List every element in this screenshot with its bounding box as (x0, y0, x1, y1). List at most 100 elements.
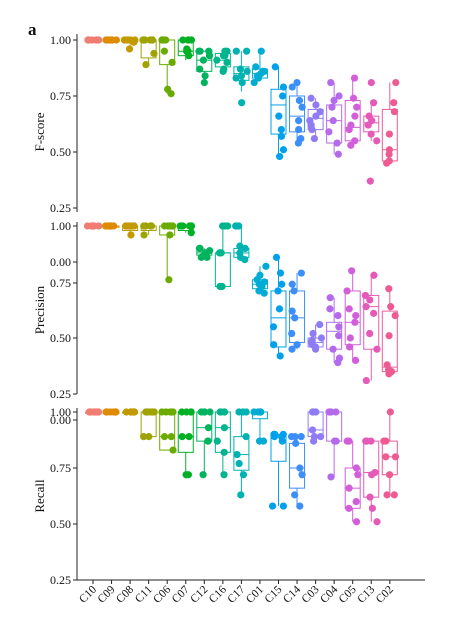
data-point (254, 408, 262, 416)
data-point (104, 36, 112, 44)
data-point (287, 433, 296, 441)
data-point (238, 99, 246, 107)
data-point (327, 473, 335, 481)
box-body (270, 88, 287, 135)
box-C02 (381, 285, 399, 378)
data-point (310, 134, 319, 143)
box-C14 (287, 433, 306, 510)
data-point (296, 464, 304, 472)
data-point (239, 471, 248, 479)
box-C01 (250, 408, 268, 445)
data-point (107, 408, 115, 416)
data-point (295, 96, 304, 105)
box-C03 (306, 94, 324, 143)
x-tick-label-C09: C09 (96, 583, 118, 605)
data-point (204, 424, 213, 432)
x-tick-label-C17: C17 (225, 583, 247, 605)
data-point (317, 334, 326, 342)
y-tick-label: 1.00 (50, 219, 71, 233)
data-point (140, 433, 148, 441)
data-point (335, 323, 343, 331)
data-point (345, 437, 353, 445)
data-point (195, 47, 203, 55)
box-C07 (177, 408, 195, 479)
data-point (367, 130, 375, 138)
data-point (206, 408, 214, 416)
data-point (352, 518, 361, 526)
box-C17 (232, 222, 250, 264)
data-point (298, 471, 306, 479)
data-point (368, 504, 376, 512)
data-point (329, 117, 337, 125)
data-point (288, 329, 296, 338)
data-point (306, 117, 314, 125)
data-point (297, 134, 305, 143)
data-point (325, 408, 333, 416)
data-point (160, 47, 169, 55)
data-point (201, 72, 209, 80)
data-point (256, 271, 264, 279)
box-C05 (343, 437, 362, 526)
box-body (214, 411, 231, 453)
data-point (218, 282, 226, 291)
data-point (288, 307, 296, 315)
x-tick-label-C11: C11 (133, 583, 155, 605)
data-point (326, 294, 334, 302)
box-C13 (363, 78, 381, 185)
box-C06 (158, 36, 176, 98)
data-point (279, 146, 288, 154)
data-point (385, 471, 394, 479)
data-point (347, 121, 355, 129)
data-point (269, 323, 278, 331)
x-tick-label-C13: C13 (355, 583, 377, 605)
data-point (276, 152, 284, 161)
data-point (219, 52, 228, 60)
data-point (187, 408, 195, 416)
data-point (350, 74, 359, 82)
box-C15 (270, 63, 288, 161)
data-point (276, 352, 284, 360)
data-point (196, 65, 204, 73)
data-point (362, 376, 370, 385)
data-point (205, 47, 213, 55)
box-body (140, 411, 157, 438)
data-point (123, 36, 131, 44)
data-point (351, 112, 359, 120)
data-point (183, 45, 191, 53)
data-point (385, 157, 393, 165)
data-point (217, 408, 225, 416)
box-C11 (140, 408, 158, 441)
data-point (220, 65, 228, 73)
box-body (214, 252, 231, 287)
data-point (178, 408, 186, 416)
panel-recall: 1.000.00 0.75 0.50 0.25 Recall (32, 405, 400, 587)
data-point (366, 296, 374, 304)
data-point (91, 408, 100, 416)
data-point (385, 130, 393, 138)
panel-label: a (28, 20, 37, 39)
data-point (335, 92, 343, 100)
data-point (291, 314, 299, 322)
data-point (187, 222, 195, 230)
data-point (185, 36, 193, 44)
data-point (271, 63, 279, 71)
data-point (277, 132, 285, 140)
data-point (237, 72, 245, 80)
box-C01 (250, 47, 269, 87)
data-point (293, 341, 301, 349)
y-axis-label: F-score (32, 112, 47, 151)
data-point (352, 312, 360, 320)
data-point (203, 253, 211, 261)
data-point (329, 345, 337, 353)
data-point (184, 471, 192, 479)
data-point (220, 448, 228, 456)
data-point (298, 103, 306, 111)
box-C02 (381, 78, 400, 167)
data-point (274, 287, 282, 295)
y-tick-label: 0.75 (50, 461, 71, 475)
y-axis-label: Precision (32, 285, 47, 334)
data-point (296, 502, 304, 510)
data-point (307, 94, 315, 102)
data-point (140, 222, 148, 230)
